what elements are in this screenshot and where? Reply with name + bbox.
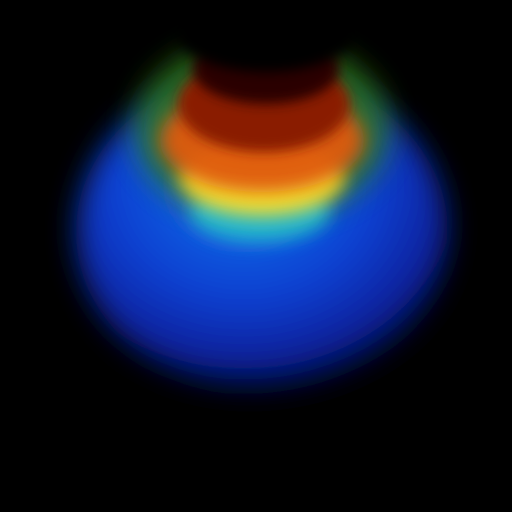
black-void [176, 0, 356, 72]
